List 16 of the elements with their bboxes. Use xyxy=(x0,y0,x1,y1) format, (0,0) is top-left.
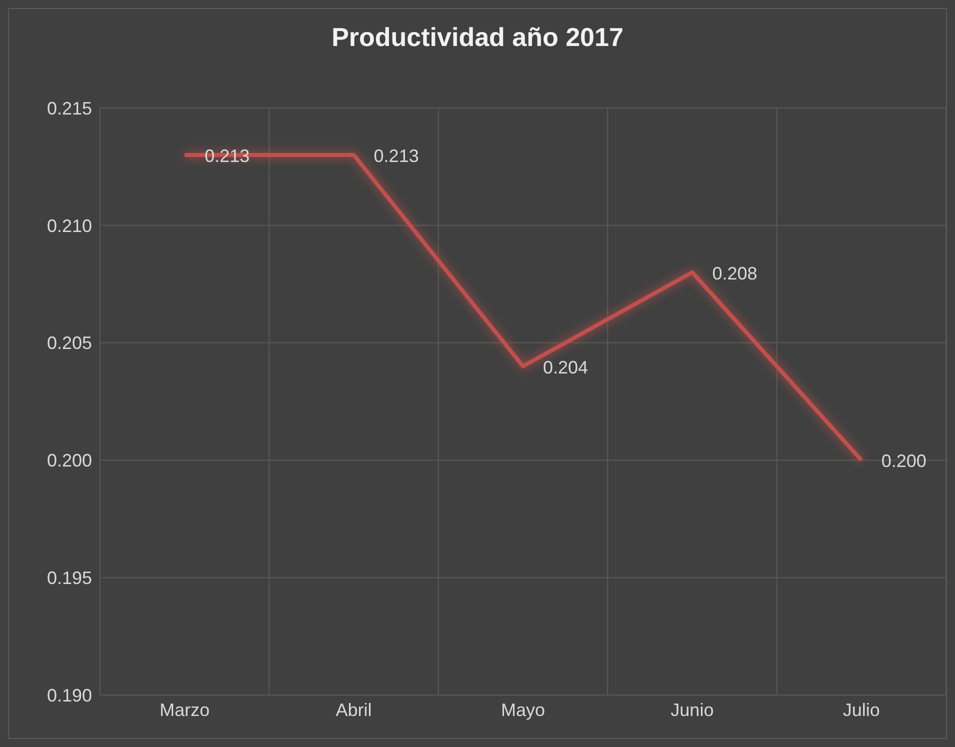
y-tick-label: 0.215 xyxy=(46,98,92,118)
data-label: 0.208 xyxy=(712,263,758,284)
x-tick-label: Mayo xyxy=(500,700,546,720)
x-tick-label: Junio xyxy=(670,700,714,720)
chart-title: Productividad año 2017 xyxy=(330,22,624,53)
y-tick-label: 0.195 xyxy=(46,568,92,588)
y-tick-label: 0.210 xyxy=(46,216,92,236)
x-tick-label: Julio xyxy=(842,700,880,720)
data-label: 0.213 xyxy=(374,146,419,166)
data-label: 0.200 xyxy=(881,451,926,472)
y-tick-label: 0.205 xyxy=(46,333,92,354)
y-tick-label: 0.200 xyxy=(46,450,92,471)
y-tick-label: 0.190 xyxy=(46,685,92,706)
x-tick-label: Abril xyxy=(336,700,372,720)
x-tick-label: Marzo xyxy=(160,700,210,720)
data-label: 0.204 xyxy=(543,357,588,378)
